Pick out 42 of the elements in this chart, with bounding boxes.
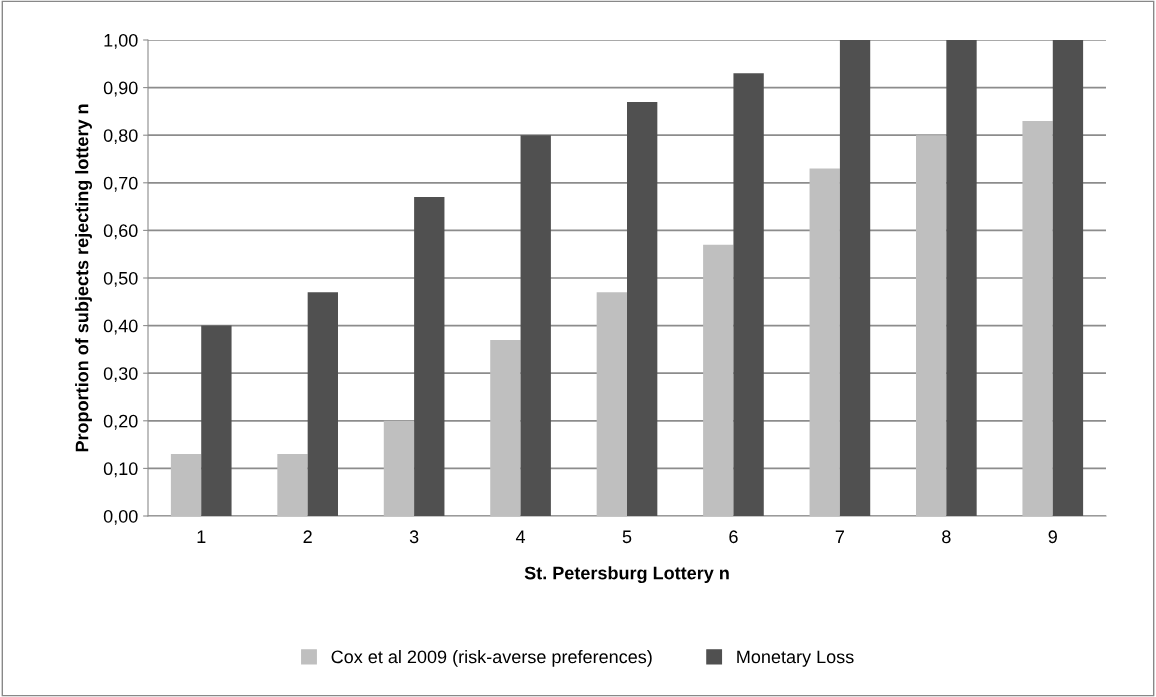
y-tick-label: 0,70: [103, 176, 138, 192]
bar: [809, 168, 840, 516]
bar: [1022, 120, 1053, 516]
x-tick-label: 3: [409, 530, 419, 544]
y-tick-label: 0,80: [103, 129, 138, 145]
x-tick-label: 8: [942, 530, 951, 544]
x-tick-label: 5: [622, 530, 632, 544]
bar: [490, 339, 521, 516]
legend-label: Cox et al 2009 (risk-averse preferences): [331, 649, 652, 667]
y-tick-label: 0,40: [103, 319, 138, 335]
bar: [733, 73, 764, 516]
x-tick-label: 4: [515, 530, 526, 543]
bar: [520, 135, 551, 516]
bar: [596, 292, 627, 516]
x-tick-label: 6: [729, 530, 738, 544]
x-tick-label: 1: [197, 530, 206, 543]
y-tick-label: 0,60: [103, 224, 138, 240]
legend-label: Monetary Loss: [737, 650, 854, 667]
bar: [277, 454, 308, 516]
y-tick-label: 0,30: [103, 367, 138, 383]
y-tick-label: 1,00: [104, 33, 138, 49]
bar: [1052, 40, 1084, 516]
y-tick-label: 0,50: [103, 271, 138, 287]
y-tick-label: 0,00: [103, 509, 138, 525]
y-tick-label: 0,90: [103, 81, 138, 97]
bar: [703, 244, 734, 516]
x-tick-label: 9: [1048, 530, 1057, 544]
x-tick-label: 2: [303, 530, 312, 543]
bar: [170, 454, 202, 516]
x-axis-title: St. Petersburg Lottery n: [524, 566, 729, 584]
bar: [916, 135, 947, 516]
bar: [383, 420, 415, 516]
bar: [627, 101, 658, 516]
bar: [307, 292, 338, 516]
y-tick-label: 0,20: [103, 414, 138, 430]
y-tick-label: 0,10: [103, 462, 138, 478]
bar: [946, 40, 977, 516]
bar: [414, 197, 445, 516]
y-axis-title: Proportion of subjects rejecting lottery n: [75, 104, 93, 452]
x-tick-label: 7: [835, 530, 844, 543]
bar: [839, 40, 871, 516]
bar: [201, 325, 232, 516]
